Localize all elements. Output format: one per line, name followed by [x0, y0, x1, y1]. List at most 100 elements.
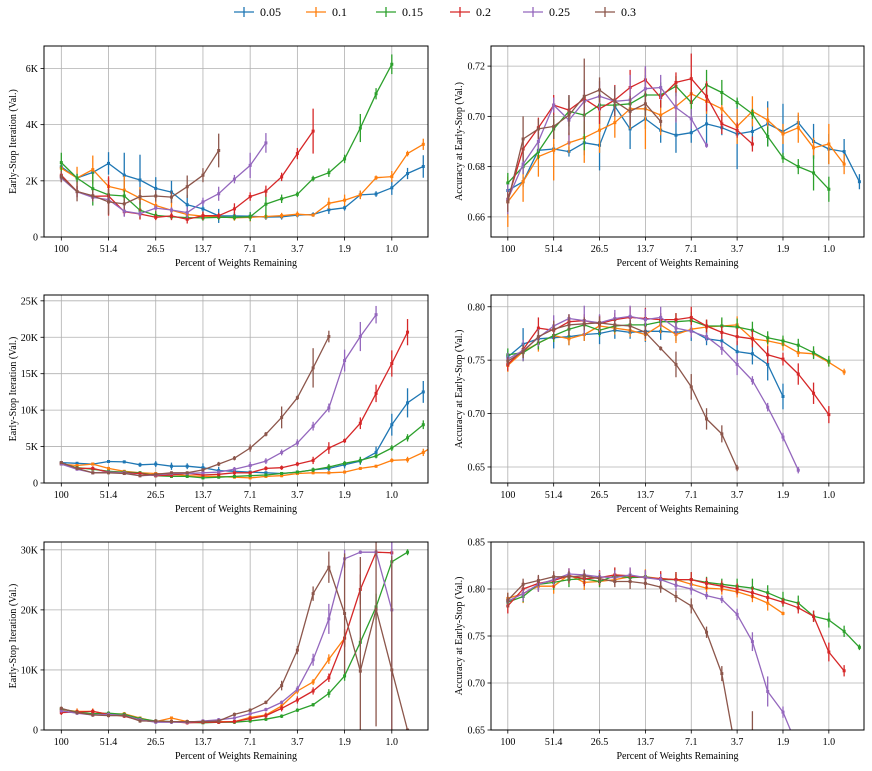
data-point	[343, 157, 347, 161]
data-point	[827, 618, 831, 622]
data-point	[674, 326, 678, 330]
data-point	[406, 728, 410, 730]
data-point	[311, 703, 315, 707]
x-tick-label: 1.9	[777, 244, 790, 255]
series-line	[61, 336, 330, 477]
data-point	[766, 591, 770, 595]
data-point	[406, 330, 410, 334]
data-point	[248, 163, 252, 167]
data-point	[201, 471, 205, 475]
data-point	[169, 208, 173, 212]
data-point	[536, 127, 540, 131]
chart-panel-2: 100 51.4 26.5 13.7 7.1 3.7 1.9 1.0 0.66 0.68 0.70 0…	[454, 45, 865, 269]
data-point	[766, 336, 770, 340]
data-point	[536, 326, 540, 330]
data-point	[390, 446, 394, 450]
data-point	[248, 195, 252, 199]
data-point	[107, 714, 111, 718]
x-tick-label: 100	[500, 737, 515, 748]
y-tick-label: 0.70	[468, 679, 486, 690]
series-line	[507, 84, 830, 190]
data-point	[674, 80, 678, 84]
data-point	[406, 458, 410, 462]
y-tick-label: 15K	[21, 369, 39, 380]
data-point	[201, 200, 205, 204]
legend-entry: 0.1	[306, 5, 347, 19]
data-point	[374, 607, 378, 611]
data-point	[217, 462, 221, 466]
data-point	[781, 611, 785, 615]
data-point	[421, 450, 425, 454]
data-point	[689, 329, 693, 333]
data-point	[735, 466, 739, 470]
data-point	[374, 313, 378, 317]
series-line	[60, 63, 393, 219]
data-point	[327, 446, 331, 450]
x-tick-label: 13.7	[194, 490, 212, 501]
data-point	[705, 581, 709, 585]
data-point	[75, 461, 79, 465]
data-point	[75, 464, 79, 468]
data-point	[674, 133, 678, 137]
x-tick-label: 1.9	[777, 490, 790, 501]
legend-entry: 0.2	[450, 5, 491, 19]
data-point	[567, 323, 571, 327]
data-point	[280, 700, 284, 704]
data-point	[390, 668, 394, 672]
data-point	[295, 152, 299, 156]
axes-frame	[490, 294, 865, 484]
data-point	[154, 719, 158, 723]
x-tick-label: 7.1	[685, 490, 698, 501]
data-point	[674, 595, 678, 599]
data-point	[689, 77, 693, 81]
data-point	[735, 128, 739, 132]
data-point	[169, 464, 173, 468]
data-point	[154, 194, 158, 198]
data-point	[796, 343, 800, 347]
data-point	[327, 471, 331, 475]
x-axis-label: Percent of Weights Remaining	[616, 258, 738, 269]
data-point	[311, 458, 315, 462]
data-point	[552, 575, 556, 579]
data-point	[421, 142, 425, 146]
data-point	[185, 720, 189, 724]
data-point	[311, 689, 315, 693]
data-point	[842, 162, 846, 166]
series-line	[61, 551, 408, 724]
data-point	[91, 168, 95, 172]
data-point	[750, 337, 754, 341]
data-point	[91, 471, 95, 475]
data-point	[521, 350, 525, 354]
data-point	[185, 185, 189, 189]
legend: 0.05 0.1 0.15 0.2 0.25 0.3	[234, 5, 636, 19]
data-point	[327, 208, 331, 212]
legend-entry: 0.3	[595, 5, 636, 19]
data-point	[827, 187, 831, 191]
data-point	[358, 193, 362, 197]
x-tick-label: 7.1	[685, 737, 698, 748]
chart-panel-5: 100 51.4 26.5 13.7 7.1 3.7 1.9 1.0 0 10K 20K 30K Per…	[8, 541, 429, 762]
data-point	[750, 112, 754, 116]
data-point	[264, 432, 268, 436]
data-point	[248, 464, 252, 468]
data-point	[720, 597, 724, 601]
data-point	[248, 476, 252, 480]
chart-panel-4: 100 51.4 26.5 13.7 7.1 3.7 1.9 1.0 0.65 0.70 0.75 0…	[454, 294, 865, 515]
data-point	[91, 709, 95, 713]
x-tick-label: 26.5	[591, 244, 609, 255]
data-point	[659, 346, 663, 350]
data-point	[390, 62, 394, 66]
series-0.25	[59, 133, 268, 219]
data-point	[720, 107, 724, 111]
data-point	[311, 129, 315, 133]
data-point	[107, 161, 111, 165]
data-point	[264, 189, 268, 193]
data-point	[857, 180, 861, 184]
grid	[491, 295, 864, 483]
series-line	[61, 391, 424, 475]
series-0.15	[59, 549, 410, 725]
data-point	[643, 318, 647, 322]
data-point	[122, 194, 126, 198]
data-point	[536, 579, 540, 583]
data-point	[421, 423, 425, 427]
